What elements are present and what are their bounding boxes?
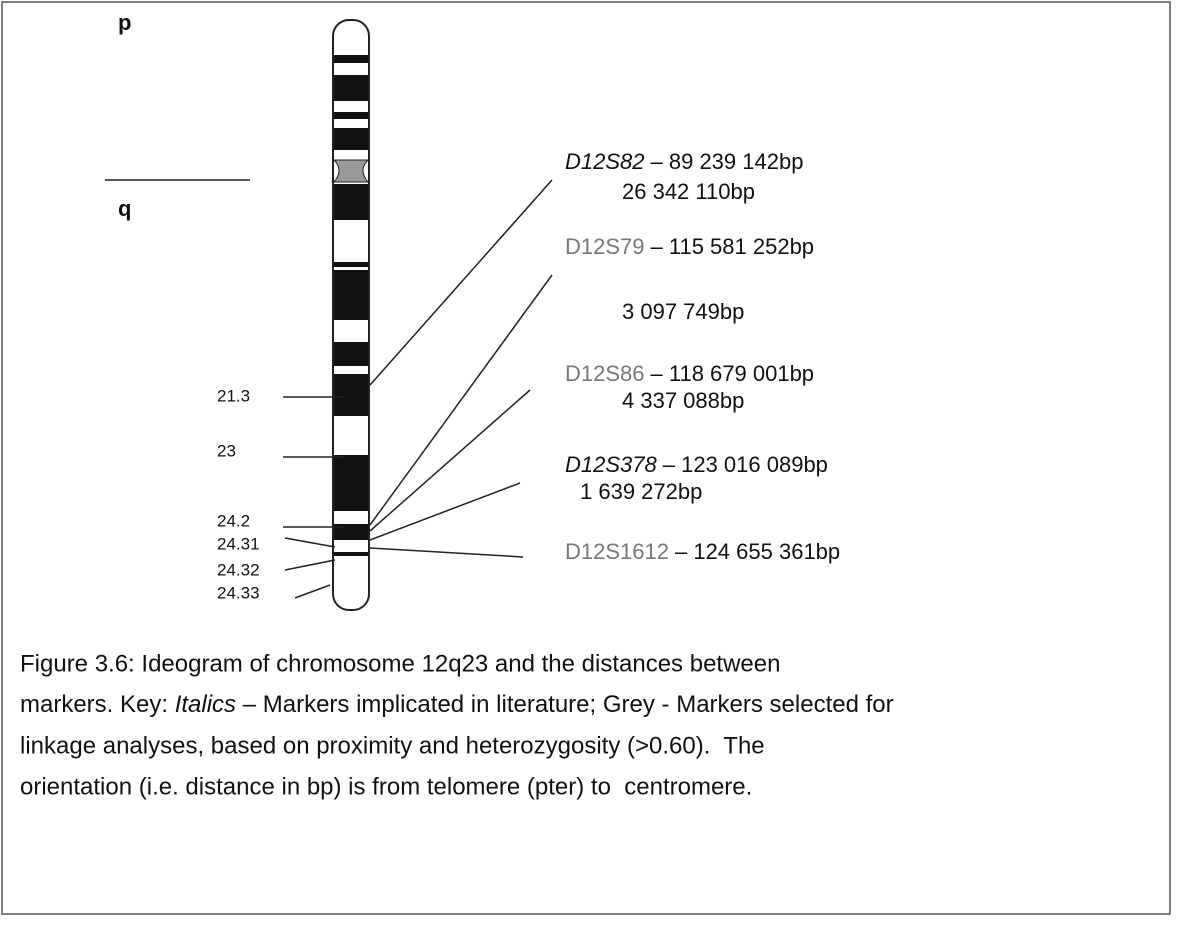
band-label: 21.3 [217, 386, 250, 405]
band-label: 24.31 [217, 534, 260, 553]
marker-label: D12S79– 115 581 252bp [565, 234, 814, 259]
caption-text: – Markers implicated in literature; Grey… [236, 691, 894, 718]
marker-position: – 115 581 252bp [651, 234, 815, 259]
caption-line: Figure 3.6: Ideogram of chromosome 12q23… [20, 650, 780, 677]
distance-label: 4 337 088bp [622, 388, 744, 413]
caption-line: linkage analyses, based on proximity and… [20, 732, 765, 759]
marker-name: D12S86 [565, 361, 645, 386]
marker-lines [369, 179, 553, 558]
marker-name: D12S1612 [565, 539, 669, 564]
distance-label: 3 097 749bp [622, 299, 744, 324]
marker-position: – 89 239 142bp [651, 149, 804, 174]
marker-label: D12S1612– 124 655 361bp [565, 539, 840, 564]
q-label: q [118, 196, 131, 221]
distance-label: 26 342 110bp [622, 179, 755, 204]
marker-name: D12S378 [565, 452, 658, 477]
caption-text: markers. Key: [20, 691, 175, 718]
marker-position: – 123 016 089bp [663, 452, 828, 477]
p-label: p [118, 10, 131, 35]
marker-position: – 124 655 361bp [675, 539, 840, 564]
chromosome [332, 19, 370, 611]
marker-name: D12S79 [565, 234, 645, 259]
band-ticks [283, 396, 345, 599]
caption-key: Italics [175, 691, 236, 718]
caption-line: orientation (i.e. distance in bp) is fro… [20, 773, 752, 800]
band-label: 24.33 [217, 583, 260, 602]
caption-line: markers. Key: Italics – Markers implicat… [20, 691, 894, 718]
marker-label: D12S86– 118 679 001bp [565, 361, 814, 386]
distance-label: 1 639 272bp [580, 479, 702, 504]
frame [1, 1, 1171, 915]
band-label: 24.32 [217, 560, 260, 579]
marker-label: D12S82– 89 239 142bp [565, 149, 803, 174]
marker-position: – 118 679 001bp [651, 361, 815, 386]
band-label: 24.2 [217, 511, 250, 530]
marker-name: D12S82 [565, 149, 645, 174]
band-label: 23 [217, 441, 236, 460]
marker-label: D12S378– 123 016 089bp [565, 452, 828, 477]
